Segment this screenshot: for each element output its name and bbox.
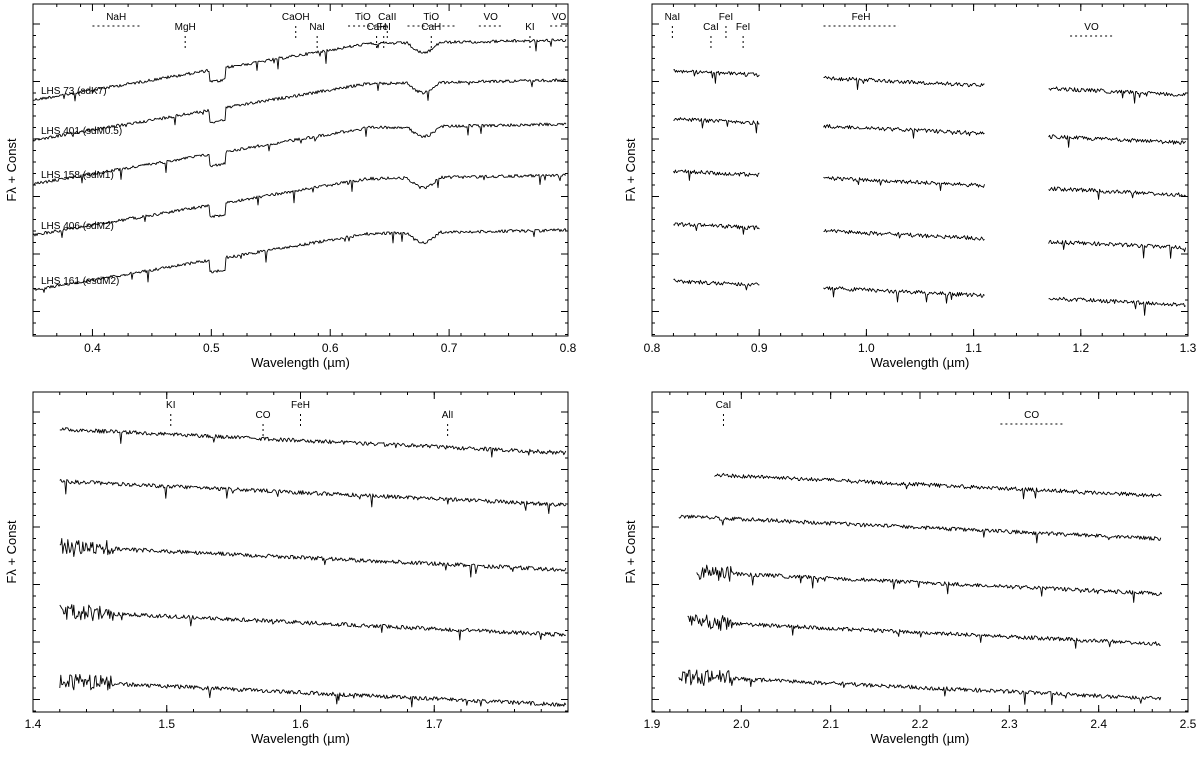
feature-label: CO [1024, 410, 1039, 421]
spectrum-line [673, 222, 760, 235]
feature-label: TiO [423, 12, 439, 23]
spectrum-line [1048, 86, 1187, 104]
x-tick-label: 1.3 [1180, 341, 1197, 355]
x-tick-label: 1.5 [158, 717, 175, 731]
x-tick-label: 1.0 [858, 341, 875, 355]
spectrum-line [59, 673, 567, 708]
spectrum-line [32, 78, 567, 142]
spectrum-line [823, 229, 985, 241]
feature-label: CaH [367, 22, 387, 33]
x-tick-label: 0.6 [322, 341, 339, 355]
feature-label: CaI [703, 22, 719, 33]
x-tick-label: 0.8 [560, 341, 577, 355]
feature-label: VO [552, 12, 567, 23]
series-label: LHS 73 (sdK7) [41, 86, 107, 97]
spectrum-line [678, 514, 1162, 544]
y-axis-label: Fλ + Const [4, 520, 19, 584]
spectrum-line [823, 286, 985, 304]
spectrum-line [1048, 239, 1187, 259]
plot-frame [651, 3, 1189, 337]
feature-label: MgH [175, 22, 196, 33]
plot-frame [651, 391, 1189, 713]
spectrum-line [1048, 296, 1186, 316]
feature-label: VO [1084, 22, 1099, 33]
feature-label: CaI [716, 400, 732, 411]
x-axis-label: Wavelength (µm) [251, 731, 350, 746]
spectrum-line [673, 69, 760, 84]
spectrum-line [59, 538, 567, 578]
panel-1: 0.4 0.5 0.6 0.7 0.8 Wavelength (µm) Fλ + Const… [4, 3, 577, 370]
plot-frame [32, 3, 569, 337]
feature-label: KI [525, 22, 534, 33]
x-tick-label: 2.4 [1090, 717, 1107, 731]
series-label: LHS 158 (sdM1) [41, 170, 114, 181]
y-axis-label: Fλ + Const [4, 138, 19, 202]
x-tick-label: 0.4 [84, 341, 101, 355]
feature-label: FeI [719, 12, 733, 23]
feature-label: NaH [106, 12, 126, 23]
spectrum-line [823, 75, 985, 91]
spectrum-line [673, 117, 760, 134]
spectrum-line [32, 122, 567, 186]
y-axis-label: Fλ + Const [623, 520, 638, 584]
spectrum-line [823, 124, 985, 139]
x-axis-label: Wavelength (µm) [871, 731, 970, 746]
feature-label: FeI [376, 22, 390, 33]
x-tick-label: 2.3 [1001, 717, 1018, 731]
spectrum-line [678, 669, 1162, 706]
feature-label: AlI [442, 410, 454, 421]
x-tick-label: 0.5 [203, 341, 220, 355]
x-tick-label: 1.6 [292, 717, 309, 731]
feature-label: VO [483, 12, 498, 23]
spectrum-line [823, 176, 985, 192]
panel-4: 1.9 2.0 2.1 2.2 2.3 2.4 2.5 Wavelength (µm) Fλ +… [623, 391, 1197, 746]
x-tick-label: 2.0 [733, 717, 750, 731]
feature-label: KI [166, 400, 175, 411]
spectrum-line [673, 169, 760, 181]
feature-label: NaI [665, 12, 681, 23]
x-tick-label: 2.2 [912, 717, 929, 731]
x-tick-label: 2.1 [822, 717, 839, 731]
x-tick-label: 1.1 [965, 341, 982, 355]
series-label: LHS 406 (sdM2) [41, 221, 114, 232]
spectrum-line [1048, 134, 1186, 148]
feature-label: FeH [852, 12, 871, 23]
spectrum-line [1048, 186, 1186, 200]
spectrum-line [673, 278, 760, 291]
feature-label: NaI [309, 22, 325, 33]
feature-label: FeI [736, 22, 750, 33]
feature-label: CaH [421, 22, 441, 33]
y-axis-label: Fλ + Const [623, 138, 638, 202]
x-tick-label: 2.5 [1180, 717, 1197, 731]
x-tick-label: 0.8 [644, 341, 661, 355]
x-axis-label: Wavelength (µm) [871, 355, 970, 370]
x-tick-label: 1.9 [644, 717, 661, 731]
feature-label: CO [256, 410, 271, 421]
spectrum-line [687, 614, 1161, 649]
feature-label: CaOH [282, 12, 310, 23]
panel-3: 1.4 1.5 1.6 1.7 Wavelength (µm) Fλ + Const KI C… [4, 391, 569, 746]
spectrum-line [59, 478, 567, 515]
series-label: LHS 401 (sdM0.5) [41, 126, 122, 137]
feature-label: CaII [378, 12, 396, 23]
x-tick-label: 1.7 [426, 717, 443, 731]
panel-2: 0.8 0.9 1.0 1.1 1.2 1.3 Wavelength (µm) Fλ + Co… [623, 3, 1197, 370]
feature-label: FeH [291, 400, 310, 411]
spectrum-line [714, 472, 1162, 500]
spectrum-line [696, 564, 1163, 603]
spectrum-line [32, 38, 567, 102]
x-tick-label: 0.7 [441, 341, 458, 355]
x-tick-label: 1.2 [1072, 341, 1089, 355]
spectrum-line [32, 173, 567, 239]
x-tick-label: 0.9 [751, 341, 768, 355]
spectrum-line [59, 604, 567, 641]
spectrum-line [32, 228, 567, 293]
feature-label: TiO [355, 12, 371, 23]
series-label: LHS 161 (esdM2) [41, 276, 119, 287]
spectrum-line [59, 427, 567, 458]
x-tick-label: 1.4 [25, 717, 42, 731]
x-axis-label: Wavelength (µm) [251, 355, 350, 370]
